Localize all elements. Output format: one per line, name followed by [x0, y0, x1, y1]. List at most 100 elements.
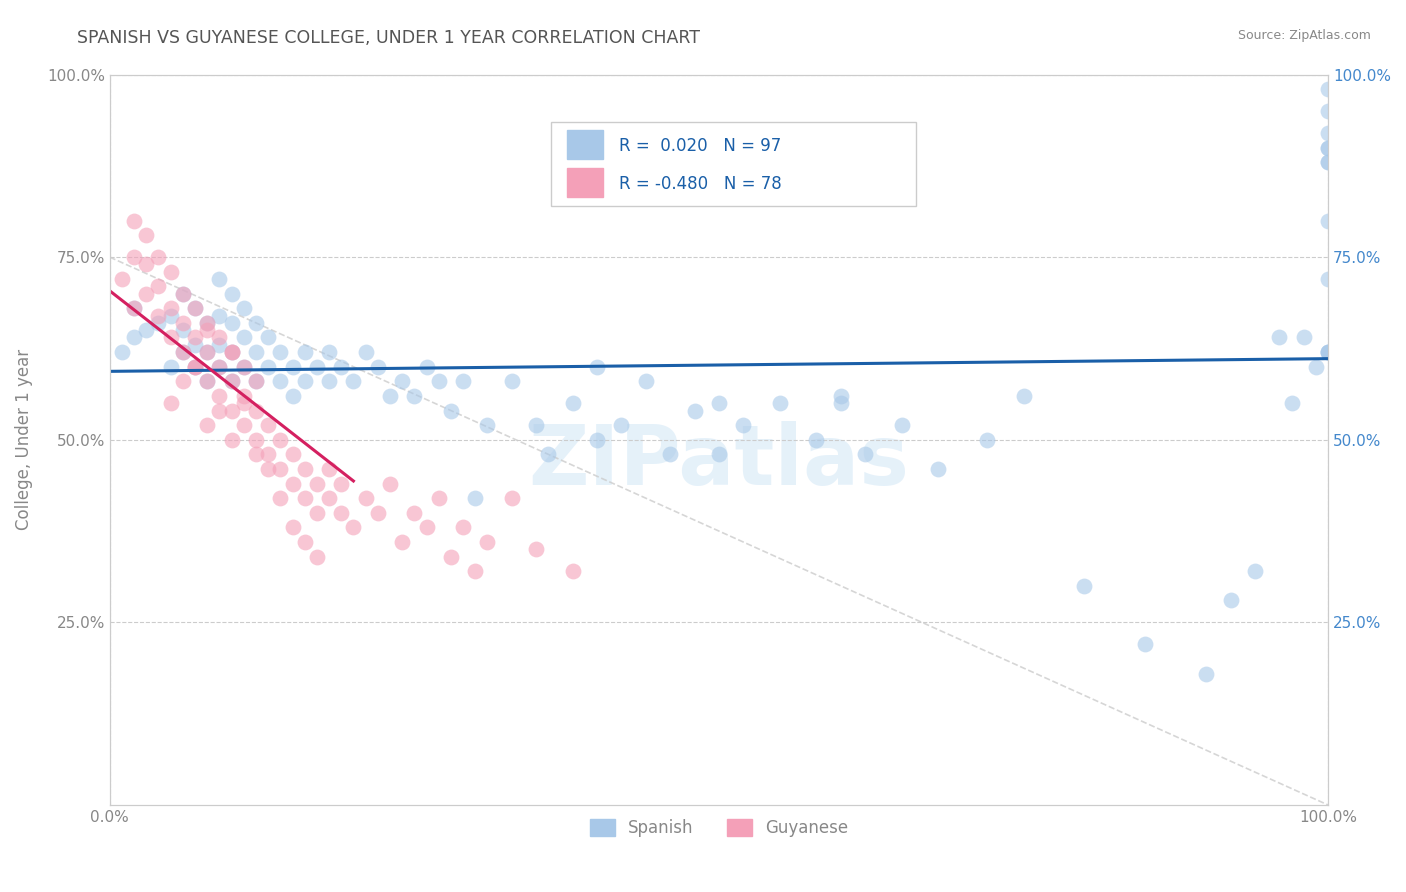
Point — [195, 345, 218, 359]
Point — [1317, 345, 1340, 359]
Point — [1317, 345, 1340, 359]
Point — [354, 491, 377, 506]
Point — [257, 447, 280, 461]
Point — [451, 374, 474, 388]
Point — [159, 309, 181, 323]
Point — [208, 272, 231, 286]
Point — [232, 330, 254, 344]
Point — [148, 309, 170, 323]
Point — [1317, 82, 1340, 96]
Point — [245, 374, 267, 388]
Point — [586, 433, 609, 447]
Point — [318, 374, 340, 388]
Point — [440, 403, 463, 417]
Point — [524, 418, 547, 433]
Point — [269, 491, 291, 506]
Point — [257, 330, 280, 344]
Point — [159, 359, 181, 374]
Point — [391, 374, 413, 388]
Point — [561, 564, 583, 578]
FancyBboxPatch shape — [567, 168, 603, 196]
Text: R = -0.480   N = 78: R = -0.480 N = 78 — [619, 175, 782, 193]
Point — [464, 491, 486, 506]
Point — [806, 433, 828, 447]
Point — [195, 323, 218, 337]
Point — [318, 345, 340, 359]
Point — [281, 520, 304, 534]
Point — [195, 374, 218, 388]
Point — [305, 506, 328, 520]
Point — [208, 338, 231, 352]
Point — [148, 316, 170, 330]
Point — [232, 396, 254, 410]
Point — [221, 433, 243, 447]
Point — [208, 330, 231, 344]
Point — [221, 316, 243, 330]
Point — [927, 462, 949, 476]
Y-axis label: College, Under 1 year: College, Under 1 year — [15, 349, 32, 531]
Point — [294, 345, 316, 359]
Point — [707, 396, 730, 410]
Point — [501, 491, 523, 506]
Point — [1317, 345, 1340, 359]
Point — [477, 535, 499, 549]
Point — [305, 549, 328, 564]
Point — [524, 542, 547, 557]
Point — [245, 403, 267, 417]
Text: R =  0.020   N = 97: R = 0.020 N = 97 — [619, 137, 782, 155]
Point — [221, 403, 243, 417]
Point — [1317, 155, 1340, 169]
Point — [269, 345, 291, 359]
Point — [404, 389, 426, 403]
Point — [257, 418, 280, 433]
Point — [257, 359, 280, 374]
Point — [1219, 593, 1241, 607]
Point — [440, 549, 463, 564]
Point — [184, 301, 207, 316]
Point — [294, 491, 316, 506]
Point — [769, 396, 792, 410]
Point — [1317, 140, 1340, 154]
Point — [221, 345, 243, 359]
Point — [232, 301, 254, 316]
Point — [830, 389, 852, 403]
Point — [281, 359, 304, 374]
FancyBboxPatch shape — [567, 130, 603, 159]
Point — [1268, 330, 1291, 344]
Point — [281, 476, 304, 491]
Point — [427, 374, 450, 388]
Point — [1317, 103, 1340, 118]
Point — [221, 374, 243, 388]
Point — [976, 433, 998, 447]
Point — [221, 345, 243, 359]
Point — [245, 374, 267, 388]
Point — [404, 506, 426, 520]
Point — [294, 374, 316, 388]
Point — [1281, 396, 1303, 410]
Point — [305, 359, 328, 374]
Point — [232, 359, 254, 374]
Point — [184, 338, 207, 352]
Point — [245, 316, 267, 330]
Point — [354, 345, 377, 359]
Point — [184, 359, 207, 374]
Point — [184, 359, 207, 374]
Point — [184, 301, 207, 316]
Point — [330, 506, 353, 520]
Point — [281, 447, 304, 461]
Point — [1292, 330, 1315, 344]
Point — [427, 491, 450, 506]
Point — [122, 330, 145, 344]
Point — [853, 447, 876, 461]
Point — [245, 345, 267, 359]
Point — [195, 316, 218, 330]
Point — [159, 396, 181, 410]
Text: ZIPatlas: ZIPatlas — [529, 421, 910, 502]
Point — [330, 476, 353, 491]
Point — [195, 345, 218, 359]
Point — [477, 418, 499, 433]
Point — [1195, 666, 1218, 681]
Point — [172, 316, 194, 330]
Point — [707, 447, 730, 461]
Point — [1135, 637, 1157, 651]
